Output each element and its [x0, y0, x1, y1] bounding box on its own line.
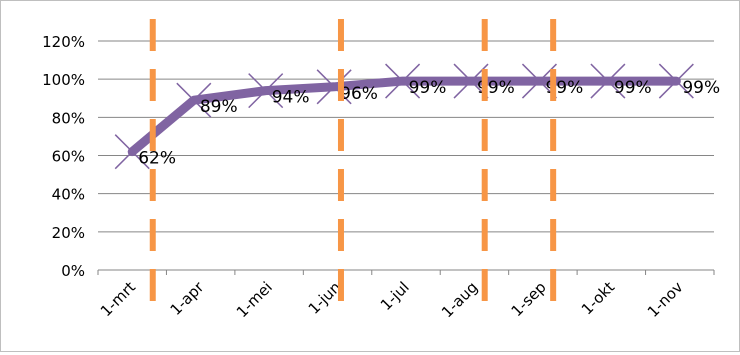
y-tick-label: 80% [52, 109, 85, 127]
data-label: 89% [200, 97, 238, 117]
x-tick-label: 1-aug [438, 278, 481, 321]
data-label: 99% [682, 78, 720, 98]
y-tick-label: 60% [52, 148, 85, 166]
x-tick-label: 1-mei [233, 278, 276, 321]
x-tick-label: 1-sep [508, 278, 550, 320]
y-tick-label: 20% [52, 224, 85, 242]
y-tick-label: 0% [61, 262, 85, 280]
data-point-marker [248, 73, 284, 109]
y-tick-label: 120% [42, 33, 85, 51]
data-point-marker [176, 82, 212, 118]
data-point-marker [114, 134, 150, 170]
x-tick-label: 1-jul [377, 278, 413, 314]
y-tick-label: 100% [42, 71, 85, 89]
data-point-marker [590, 63, 626, 99]
data-label: 99% [409, 78, 447, 98]
data-point-marker [385, 63, 421, 99]
data-label: 96% [340, 84, 378, 104]
x-tick-label: 1-okt [578, 278, 618, 318]
data-point-marker [658, 63, 694, 99]
data-label: 99% [614, 78, 652, 98]
y-tick-label: 40% [52, 186, 85, 204]
data-label: 94% [272, 88, 310, 108]
x-tick-label: 1-nov [644, 278, 687, 321]
data-point-marker [316, 69, 352, 105]
x-tick-label: 1-mrt [97, 278, 139, 320]
data-label: 62% [138, 149, 176, 169]
x-tick-label: 1-apr [167, 278, 208, 319]
